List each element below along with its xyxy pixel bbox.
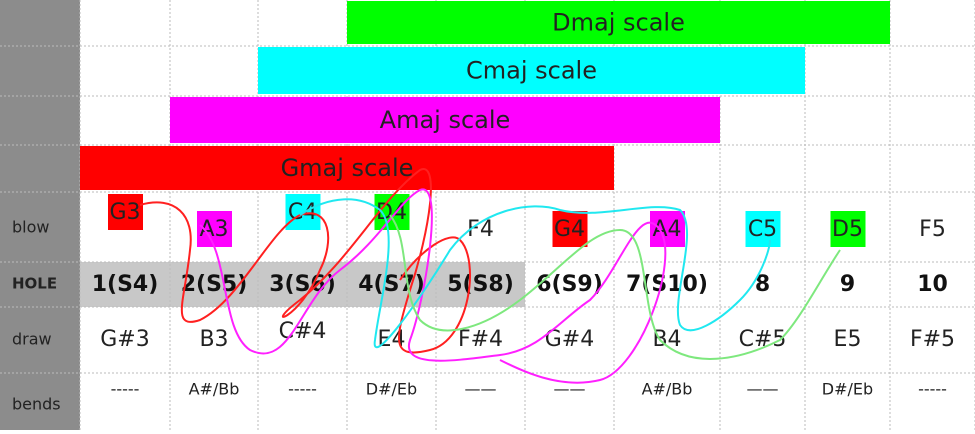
scale-label: Cmaj scale [466, 57, 597, 85]
row-label: blow [12, 218, 49, 237]
label-column [0, 0, 80, 430]
bend-note: ----- [918, 380, 947, 399]
draw-note: G#4 [545, 327, 594, 352]
scale-bar [347, 1, 890, 44]
bend-note: —— [465, 380, 497, 399]
draw-note: B4 [652, 327, 681, 352]
cyan-curve [299, 198, 771, 349]
hole-number: 8 [755, 272, 770, 297]
draw-note: F#4 [458, 327, 503, 352]
note-highlight [830, 211, 866, 247]
note-highlight [745, 211, 781, 247]
blow-note: D5 [832, 217, 863, 242]
note-highlight [650, 211, 685, 247]
scale-label: Amaj scale [380, 106, 511, 134]
hole-number: 2(S5) [181, 272, 248, 297]
row-label: HOLE [12, 275, 57, 293]
hole-number: 10 [917, 272, 948, 297]
row-label: bends [12, 395, 61, 414]
note-highlight [552, 211, 588, 247]
scale-label: Gmaj scale [281, 154, 414, 182]
blow-note: F5 [919, 217, 946, 242]
cells: Dmaj scale Cmaj scale Amaj scale Gmaj scale… [12, 1, 955, 414]
bend-note: D#/Eb [366, 380, 417, 399]
note-highlight [108, 194, 143, 230]
hole-number: 6(S9) [536, 272, 603, 297]
bend-note: ----- [111, 380, 140, 399]
blow-note: G3 [109, 200, 140, 225]
draw-note: B3 [199, 327, 228, 352]
draw-note: F#5 [910, 327, 955, 352]
bend-note: —— [747, 380, 779, 399]
blow-note: C5 [748, 217, 777, 242]
hole-number: 9 [840, 272, 855, 297]
bend-note: A#/Bb [189, 380, 240, 399]
blow-note: A4 [652, 217, 681, 242]
blow-note: G4 [554, 217, 585, 242]
hole-number: 7(S10) [626, 272, 708, 297]
draw-note: E5 [834, 327, 862, 352]
magenta-curve [199, 188, 667, 384]
scale-label: Dmaj scale [552, 9, 685, 37]
scale-bar [170, 97, 720, 143]
bend-note: ----- [288, 380, 317, 399]
scale-bar [80, 146, 614, 190]
red-curve [139, 168, 471, 354]
draw-note: G#3 [100, 327, 149, 352]
hole-number: 1(S4) [92, 272, 159, 297]
green-curve [389, 214, 841, 360]
hole-number: 5(S8) [447, 272, 514, 297]
bend-note: D#/Eb [822, 380, 873, 399]
scale-bar [258, 47, 805, 94]
bend-note: —— [554, 380, 586, 399]
row-label: draw [12, 330, 52, 349]
freehand [139, 168, 841, 384]
bend-note: A#/Bb [642, 380, 693, 399]
